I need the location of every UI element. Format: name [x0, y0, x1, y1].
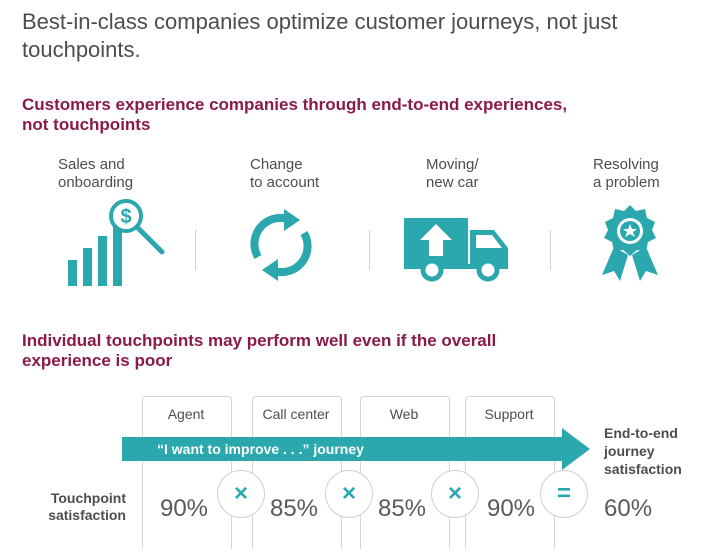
svg-text:$: $: [120, 206, 131, 228]
stage-divider: [195, 230, 196, 270]
touchpoint-value: 85%: [377, 495, 427, 522]
award-ribbon-icon: [602, 205, 658, 281]
touchpoint-label: Call center: [262, 406, 330, 422]
touchpoint-label: Web: [389, 406, 419, 422]
stage-label-sales: Sales and onboarding: [58, 156, 134, 191]
touchpoint-label: Support: [484, 406, 534, 422]
multiply-icon: ×: [431, 470, 479, 518]
touchpoint-card-call-center: [252, 396, 342, 549]
section-heading-experiences: Customers experience companies through e…: [22, 95, 568, 134]
stage-divider: [550, 230, 551, 270]
stage-label-change-account: Change to account: [250, 156, 320, 191]
stage-label-moving: Moving/ new car: [426, 156, 479, 191]
touchpoint-value: 90%: [159, 495, 209, 522]
touchpoint-value: 90%: [486, 495, 536, 522]
equals-icon: =: [540, 470, 588, 518]
stage-label-resolving: Resolving a problem: [593, 156, 660, 191]
stage-divider: [369, 230, 370, 270]
journey-label: “I want to improve . . .” journey: [157, 441, 364, 457]
refresh-arrows-icon: [250, 209, 312, 281]
section-heading-touchpoints: Individual touchpoints may perform well …: [22, 331, 497, 370]
end-to-end-satisfaction-value: 60%: [604, 495, 653, 522]
multiply-icon: ×: [217, 470, 265, 518]
touchpoint-value: 85%: [269, 495, 319, 522]
moving-truck-icon: [404, 218, 508, 282]
sales-chart-magnifier-icon: $: [68, 199, 165, 286]
multiply-icon: ×: [325, 470, 373, 518]
page-title: Best-in-class companies optimize custome…: [22, 9, 618, 62]
journey-arrow: [122, 428, 590, 470]
end-to-end-satisfaction-label: End-to-end journey satisfaction: [604, 425, 682, 477]
touchpoint-card-web: [360, 396, 450, 549]
touchpoint-label: Agent: [167, 406, 205, 422]
touchpoint-satisfaction-label: Touchpoint satisfaction: [48, 490, 126, 523]
